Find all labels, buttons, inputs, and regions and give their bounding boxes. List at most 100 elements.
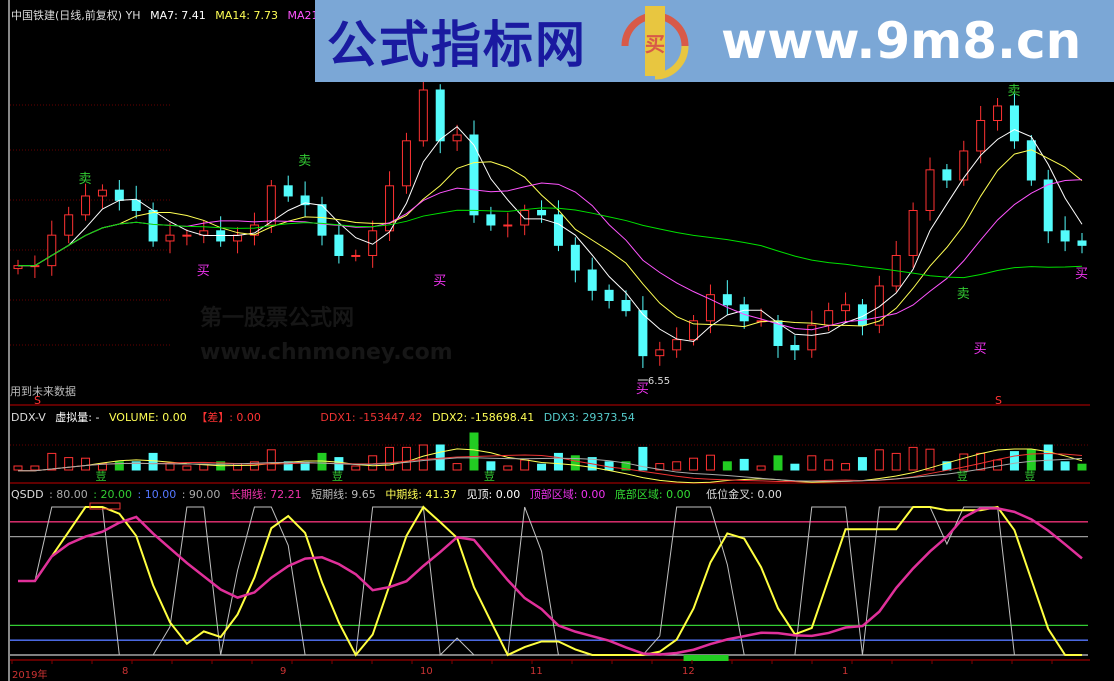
banner-url: www.9m8.cn (721, 12, 1082, 70)
main-header: 中国铁建(日线,前复权) YH MA7: 7.41 MA14: 7.73 MA2… (11, 7, 328, 23)
candle-body (537, 209, 547, 216)
volume-bar (97, 463, 107, 471)
ddx-virtual: 虚拟量: - (55, 411, 100, 424)
buy-signal: 买 (974, 342, 987, 357)
x-tick: 2019年 (12, 670, 48, 681)
candle-body (334, 234, 344, 256)
volume-bar (689, 457, 699, 471)
ddx1-value: DDX1: -153447.42 (320, 411, 423, 424)
candle-body (64, 214, 74, 236)
candle-body (672, 339, 682, 351)
candle-body (1026, 140, 1036, 181)
candle-body (520, 209, 530, 226)
candle-body (621, 299, 631, 312)
qsdd-header: QSDD : 80.00 : 20.00 : 10.00 : 90.00 长期线… (11, 486, 788, 502)
volume-bar (959, 453, 969, 471)
candle-body (1043, 179, 1053, 232)
future-data-note: 用到未来数据 (10, 385, 76, 398)
ddx-diff: 【差】: 0.00 (196, 411, 261, 424)
candle-body (722, 294, 732, 306)
qsdd-mid: 中期线: 41.37 (385, 488, 458, 501)
qsdd-top: 见顶: 0.00 (466, 488, 521, 501)
candle-body (418, 89, 428, 142)
volume-bar (908, 446, 918, 471)
qsdd-80: : 80.00 (49, 488, 88, 501)
volume-bar (148, 452, 158, 471)
candle-body (925, 169, 935, 211)
x-tick: 10 (420, 666, 433, 677)
s-marker: S (34, 394, 41, 407)
candle-body (486, 214, 496, 226)
ddx2-line (18, 448, 1083, 484)
candle-body (503, 224, 513, 227)
bottom-zone-bar (683, 655, 729, 661)
volume-bar (266, 449, 276, 471)
candle-body (81, 195, 91, 216)
volume-bar (638, 446, 648, 471)
volume-bar (469, 432, 479, 471)
sell-signal: 卖 (298, 154, 311, 169)
volume-bar (233, 463, 243, 471)
volume-bar (249, 461, 259, 471)
volume-bar (790, 463, 800, 471)
volume-bar (553, 452, 563, 471)
volume-bar (537, 463, 547, 471)
ma7-line (18, 125, 1083, 343)
volume-bar (64, 457, 74, 471)
volume-bar (672, 461, 682, 471)
buy-signal: 买 (1075, 267, 1088, 282)
ma7-value: MA7: 7.41 (150, 9, 206, 22)
candle-body (570, 244, 580, 271)
candle-body (233, 234, 243, 242)
candle-body (283, 185, 293, 197)
candle-body (1077, 240, 1087, 246)
candle-body (993, 105, 1003, 121)
sell-signal: 卖 (1007, 84, 1020, 99)
volume-bar (1043, 444, 1053, 471)
qsdd-10: : 10.00 (137, 488, 177, 501)
sell-signal: 卖 (79, 172, 92, 187)
volume-bar (993, 459, 1003, 471)
sell-signal: 卖 (957, 287, 970, 302)
volume-bar (1077, 463, 1087, 471)
candle-body (587, 269, 597, 291)
volume-bar (47, 452, 57, 471)
candle-body (942, 169, 952, 181)
svg-text:买: 买 (645, 32, 665, 56)
banner-ad[interactable]: 公式指标网 买 www.9m8.cn (315, 0, 1114, 82)
qsdd-20: : 20.00 (93, 488, 132, 501)
candle-body (266, 185, 276, 226)
x-tick: 8 (122, 666, 129, 677)
volume-bar (435, 444, 445, 471)
ddx3-line (18, 457, 1083, 482)
volume-bar (30, 465, 40, 471)
qsdd-long: 长期线: 72.21 (229, 488, 302, 501)
x-tick: 11 (530, 666, 543, 677)
candle-body (131, 199, 141, 211)
watermark-title: 第一股票公式网 (200, 306, 355, 331)
volume-bar (401, 446, 411, 471)
candle-body (97, 189, 107, 197)
volume-bar (81, 457, 91, 471)
ma14-line (18, 149, 1083, 328)
qsdd-bottom-zone: 底部区域: 0.00 (614, 488, 691, 501)
qsdd-name: QSDD (11, 488, 44, 501)
ma21-value: MA21: (287, 9, 323, 22)
top-zone-marker (89, 502, 121, 510)
candle-body (317, 204, 327, 236)
ma21-line (18, 179, 1083, 331)
volume-bar (925, 448, 935, 471)
volume-bar (131, 461, 141, 471)
volume-bar (13, 465, 23, 471)
candle-body (182, 234, 192, 237)
volume-bar (1026, 449, 1036, 471)
ddx-signal: 荳 (1024, 470, 1035, 483)
qsdd-90: : 90.00 (181, 488, 221, 501)
volume-bar (1009, 451, 1019, 471)
volume-bar (722, 461, 732, 471)
ma60-line (18, 207, 1083, 279)
candle-body (807, 324, 817, 351)
volume-bar (182, 465, 192, 471)
volume-bar (739, 458, 749, 471)
